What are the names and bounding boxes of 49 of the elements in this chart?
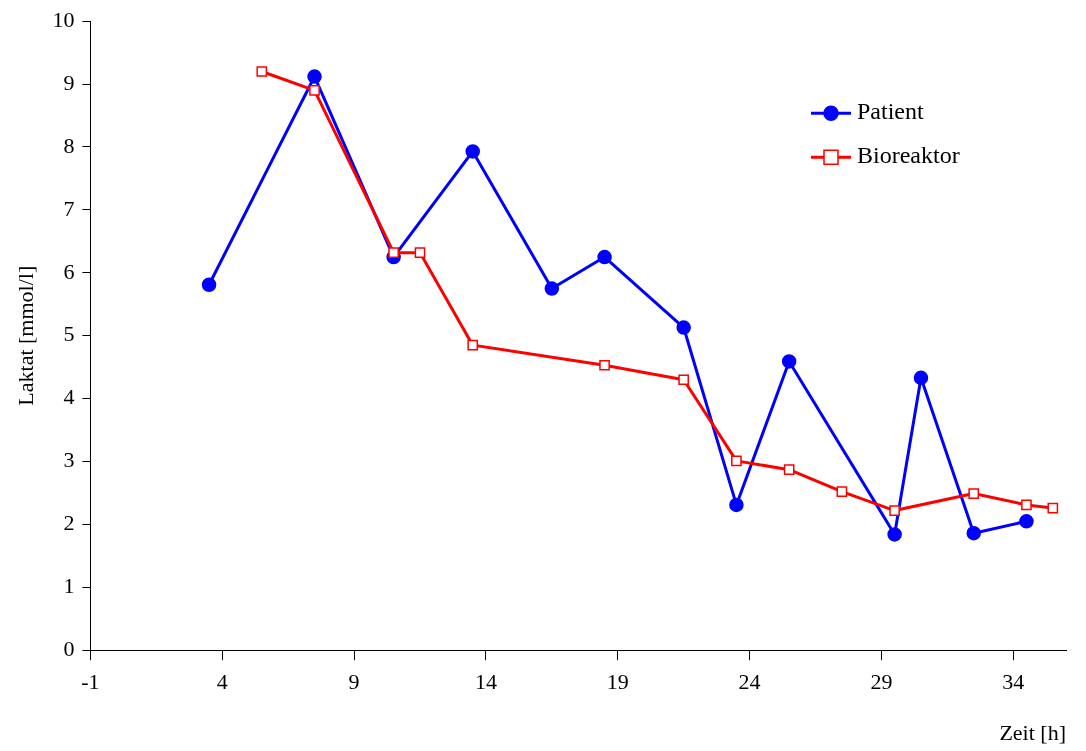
y-tick-label: 5 <box>63 321 75 347</box>
x-tick-label: 9 <box>348 669 360 695</box>
point <box>544 281 560 296</box>
point <box>599 359 610 371</box>
point <box>307 69 322 84</box>
point <box>731 455 742 467</box>
y-axis-title: Laktat [mmol/l] <box>12 265 38 406</box>
x-tick-label: 19 <box>606 669 629 695</box>
point <box>676 320 691 335</box>
point <box>889 505 900 516</box>
y-tick-label: 7 <box>63 195 75 221</box>
point <box>1019 514 1034 529</box>
point <box>781 354 797 369</box>
x-tick-label: 34 <box>1002 669 1025 695</box>
point <box>1021 499 1032 511</box>
x-tick-label: 24 <box>738 669 761 695</box>
y-tick-label: 1 <box>63 573 75 599</box>
x-tick-label: 14 <box>474 669 497 695</box>
point <box>1047 502 1059 514</box>
point <box>968 488 980 499</box>
legend-label: Patient <box>857 98 924 125</box>
y-tick-label: 3 <box>63 447 75 473</box>
point <box>388 247 399 259</box>
y-tick-label: 6 <box>63 258 75 284</box>
x-tick-label: 4 <box>216 669 228 695</box>
y-tick-label: 9 <box>63 69 75 95</box>
point <box>966 525 981 541</box>
y-tick-label: 2 <box>63 510 75 536</box>
legend-label: Bioreaktor <box>857 142 960 169</box>
point <box>783 464 795 476</box>
point <box>465 144 480 159</box>
point <box>414 247 426 259</box>
x-tick-label: 29 <box>870 669 893 695</box>
x-axis-title: Zeit [h] <box>999 719 1066 745</box>
point <box>836 486 848 498</box>
point <box>729 497 744 513</box>
point <box>678 374 690 386</box>
point <box>887 527 902 542</box>
y-tick-label: 10 <box>52 6 75 32</box>
point <box>597 249 612 265</box>
y-tick-label: 0 <box>63 635 75 661</box>
y-tick-label: 8 <box>63 132 75 158</box>
point <box>467 339 479 351</box>
point <box>201 277 217 292</box>
point <box>309 85 320 96</box>
x-tick-label: -1 <box>81 669 100 695</box>
point <box>913 370 929 386</box>
y-tick-label: 4 <box>63 384 75 410</box>
point <box>256 66 268 77</box>
